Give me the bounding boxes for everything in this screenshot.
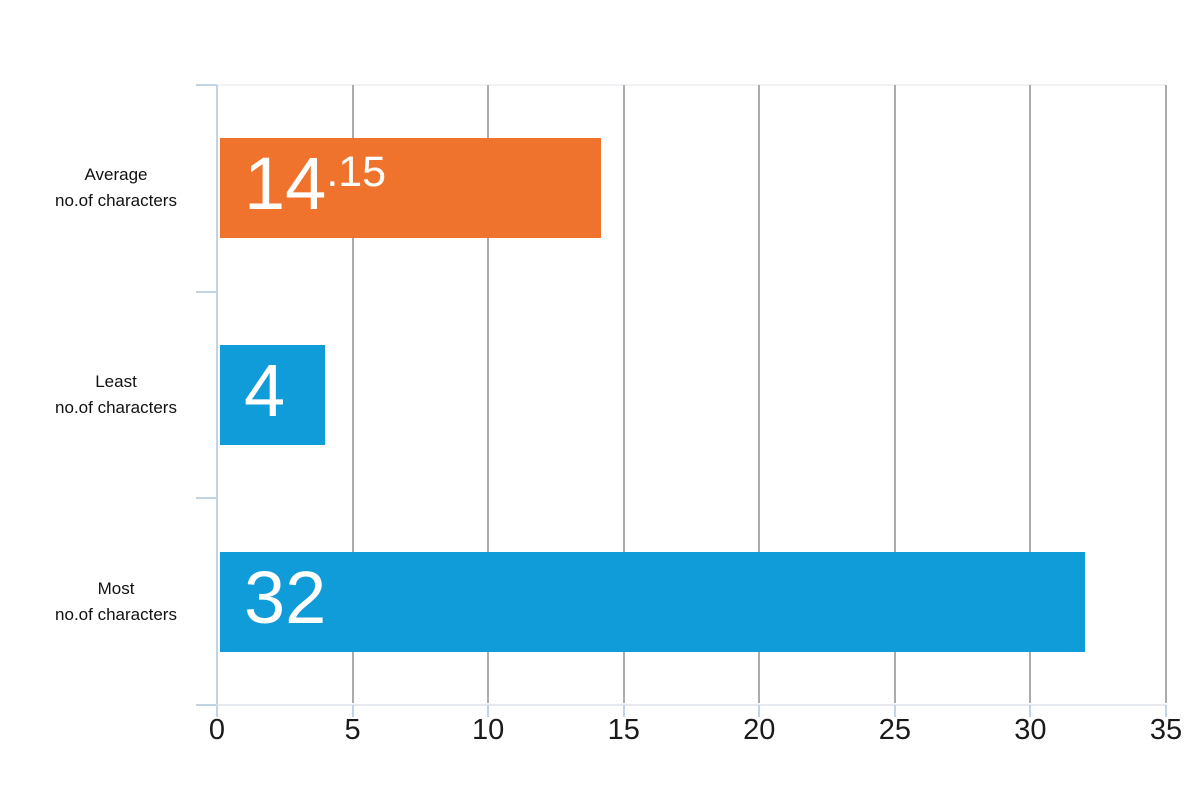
x-tick	[351, 705, 354, 717]
bar-value-label: 14.15	[220, 122, 386, 255]
plot-top-border	[216, 84, 1166, 86]
bar-value-main: 14	[244, 141, 327, 225]
bar-value-label: 32	[220, 536, 326, 669]
x-tick	[487, 705, 490, 717]
x-tick	[1029, 705, 1032, 717]
x-tick-label: 20	[743, 714, 776, 746]
bar-least: 4	[220, 345, 326, 445]
x-tick	[622, 705, 625, 717]
bar-value-decimal: .15	[326, 147, 387, 196]
bar-value-main: 4	[244, 348, 286, 432]
category-label-line2: no.of characters	[55, 605, 177, 624]
x-gridline	[351, 85, 354, 703]
x-tick-label: 35	[1149, 714, 1183, 746]
x-gridline	[622, 85, 625, 703]
x-gridline	[893, 85, 896, 703]
x-gridline	[1029, 85, 1032, 703]
x-tick-label: 25	[878, 714, 911, 746]
x-gridline	[1165, 85, 1167, 703]
x-gridline	[487, 85, 490, 703]
x-tick	[216, 705, 218, 717]
category-label-least: Least no.of characters	[0, 369, 232, 421]
bar-value-main: 32	[244, 555, 327, 639]
category-label-line1: Average	[84, 165, 148, 184]
x-tick-label: 0	[208, 714, 226, 746]
x-tick-label: 5	[344, 714, 361, 746]
x-tick	[893, 705, 896, 717]
category-label-line2: no.of characters	[55, 398, 177, 417]
bar-most: 32	[220, 552, 1085, 652]
y-tick	[196, 84, 217, 86]
x-gridline	[758, 85, 761, 703]
x-tick-label: 15	[607, 714, 640, 746]
y-tick	[196, 291, 217, 293]
category-label-line2: no.of characters	[55, 191, 177, 210]
bar-value-label: 4	[220, 329, 285, 462]
category-label-average: Average no.of characters	[0, 162, 232, 214]
x-axis-line	[217, 704, 1166, 706]
x-tick-label: 30	[1014, 714, 1047, 746]
category-label-most: Most no.of characters	[0, 576, 232, 628]
y-tick	[196, 497, 217, 499]
bar-average: 14.15	[220, 138, 601, 238]
category-label-line1: Least	[95, 372, 137, 391]
y-axis-line	[216, 85, 218, 705]
y-tick	[196, 704, 217, 706]
category-label-line1: Most	[97, 579, 135, 598]
x-tick-label: 10	[472, 714, 505, 746]
x-tick	[758, 705, 761, 717]
x-tick	[1165, 705, 1167, 717]
